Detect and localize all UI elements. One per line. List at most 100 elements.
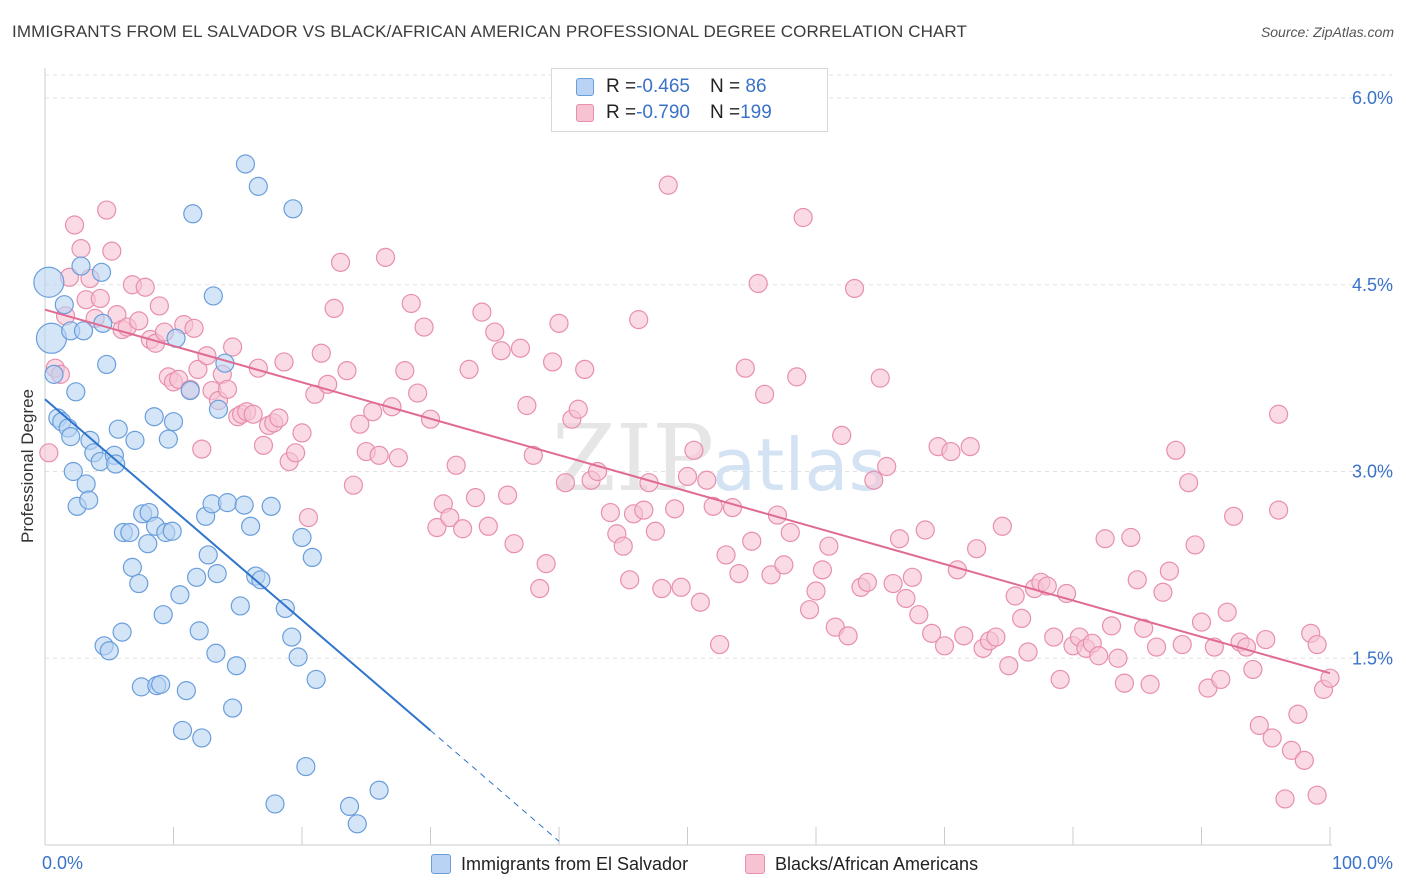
- data-point-black-african-american: [812, 560, 833, 580]
- data-point-el-salvador: [248, 176, 268, 196]
- data-point-black-african-american: [253, 435, 274, 455]
- data-point-el-salvador: [198, 545, 218, 565]
- data-point-black-african-american: [414, 317, 434, 337]
- data-point-black-african-american: [1320, 668, 1340, 688]
- data-point-el-salvador: [73, 321, 94, 341]
- data-point-black-african-american: [793, 207, 813, 228]
- data-point-black-african-american: [703, 496, 723, 516]
- data-point-el-salvador: [183, 204, 203, 224]
- data-point-el-salvador: [129, 573, 149, 594]
- data-point-black-african-american: [799, 600, 820, 620]
- data-point-el-salvador: [172, 720, 193, 741]
- data-point-black-african-american: [401, 293, 421, 314]
- data-point-el-salvador: [296, 756, 316, 777]
- trend-line-el-salvador-extension: [430, 730, 560, 842]
- bottom-legend-item-el-salvador[interactable]: Immigrants from El Salvador: [431, 852, 688, 876]
- bottom-legend-label: Immigrants from El Salvador: [461, 853, 689, 874]
- data-point-el-salvador: [170, 585, 190, 605]
- data-point-black-african-american: [324, 298, 344, 319]
- data-point-black-african-american: [652, 578, 672, 599]
- data-point-black-african-american: [223, 337, 243, 357]
- data-point-el-salvador: [61, 427, 81, 447]
- series-immigrants-el-salvador: [33, 154, 389, 834]
- data-point-black-african-american: [761, 565, 781, 585]
- legend-n-label: N =: [709, 76, 741, 97]
- watermark: ZIP atlas: [552, 405, 886, 512]
- data-point-black-african-american: [1166, 440, 1186, 460]
- data-point-black-african-american: [536, 554, 556, 574]
- y-axis-label: Professional Degree: [18, 389, 37, 543]
- data-point-black-african-american: [1146, 637, 1167, 657]
- data-point-black-african-american: [710, 634, 730, 655]
- data-point-black-african-american: [369, 445, 389, 465]
- data-point-el-salvador: [99, 641, 119, 661]
- data-point-el-salvador: [241, 516, 261, 536]
- data-point-black-african-american: [217, 379, 238, 399]
- data-point-black-african-american: [292, 423, 312, 443]
- data-point-black-african-american: [634, 500, 654, 520]
- data-point-black-african-american: [549, 313, 569, 333]
- data-point-black-african-american: [382, 397, 402, 417]
- data-point-black-african-american: [780, 522, 800, 543]
- x-tick-label: 100.0%: [1332, 853, 1393, 873]
- data-point-black-african-american: [986, 627, 1006, 647]
- data-point-black-african-american: [555, 473, 576, 493]
- data-point-black-african-american: [999, 656, 1019, 676]
- y-tick-label: 4.5%: [1352, 275, 1393, 295]
- data-point-el-salvador: [282, 627, 302, 647]
- data-point-black-african-american: [620, 570, 640, 590]
- data-point-black-african-american: [97, 200, 117, 220]
- data-point-el-salvador: [91, 262, 112, 282]
- data-point-el-salvador: [207, 563, 227, 584]
- data-point-black-african-american: [909, 605, 929, 625]
- data-point-black-african-american: [889, 529, 910, 549]
- data-point-el-salvador: [275, 598, 295, 619]
- data-point-black-african-american: [1249, 715, 1269, 736]
- chart-title: IMMIGRANTS FROM EL SALVADOR VS BLACK/AFR…: [12, 22, 967, 41]
- data-point-black-african-american: [71, 239, 91, 259]
- data-point-black-african-american: [864, 470, 884, 490]
- data-point-black-african-american: [1089, 646, 1109, 666]
- data-point-el-salvador: [76, 474, 96, 494]
- data-point-el-salvador: [347, 814, 367, 834]
- bottom-legend-label: Blacks/African Americans: [775, 853, 979, 874]
- data-point-el-salvador: [122, 557, 142, 577]
- data-point-el-salvador: [235, 154, 256, 174]
- bottom-legend-item-black-african-americans[interactable]: Blacks/African Americans: [745, 852, 978, 876]
- data-point-black-african-american: [1185, 535, 1205, 555]
- data-point-black-african-american: [408, 383, 428, 403]
- data-point-el-salvador: [106, 454, 126, 474]
- data-point-black-african-american: [941, 441, 961, 462]
- data-point-el-salvador: [288, 647, 308, 667]
- data-point-el-salvador: [217, 493, 238, 513]
- data-point-black-african-american: [504, 534, 524, 554]
- data-point-black-african-american: [478, 516, 498, 536]
- data-point-el-salvador: [369, 780, 389, 800]
- data-point-black-african-american: [838, 626, 858, 646]
- data-point-el-salvador: [79, 490, 99, 510]
- data-point-black-african-american: [388, 448, 408, 468]
- data-point-black-african-american: [395, 361, 415, 381]
- data-point-el-salvador: [187, 567, 207, 587]
- data-point-black-african-american: [922, 623, 942, 643]
- data-point-black-african-american: [149, 296, 169, 316]
- data-point-el-salvador: [223, 698, 243, 718]
- data-point-black-african-american: [465, 488, 486, 508]
- data-point-black-african-american: [498, 485, 518, 505]
- data-point-black-african-american: [568, 399, 588, 419]
- data-point-black-african-american: [343, 475, 363, 495]
- data-point-black-african-american: [600, 502, 621, 523]
- data-point-black-african-american: [1153, 582, 1173, 602]
- data-point-black-african-american: [774, 555, 794, 575]
- data-point-black-african-american: [1101, 616, 1122, 636]
- data-point-el-salvador: [189, 621, 209, 641]
- data-point-black-african-american: [960, 437, 980, 457]
- data-point-black-african-american: [285, 443, 306, 463]
- data-point-black-african-american: [102, 241, 122, 261]
- data-point-black-african-american: [274, 352, 294, 372]
- data-point-black-african-american: [485, 322, 505, 342]
- data-point-black-african-american: [857, 572, 878, 592]
- data-point-black-african-american: [645, 521, 665, 541]
- trend-lines: [44, 308, 1331, 842]
- data-point-el-salvador: [108, 419, 128, 439]
